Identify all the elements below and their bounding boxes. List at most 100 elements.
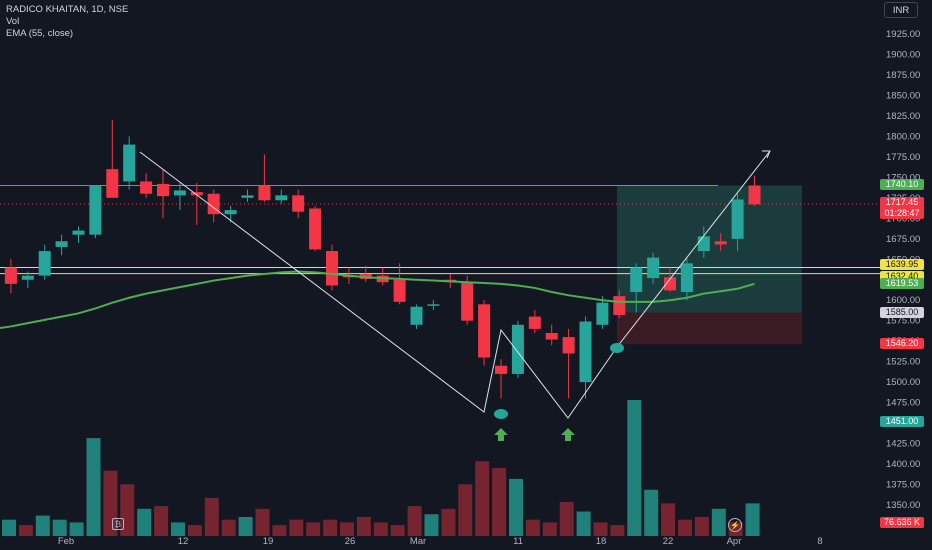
y-tick-label: 1850.00 <box>886 90 920 101</box>
candle-body <box>72 230 85 235</box>
currency-button[interactable]: INR <box>884 2 918 18</box>
y-tick-label: 1375.00 <box>886 480 920 491</box>
volume-bar <box>103 470 118 536</box>
stop-zone <box>617 312 802 345</box>
y-tick-label: 1600.00 <box>886 295 920 306</box>
drawing-lines[interactable] <box>139 150 771 441</box>
candle-body <box>630 267 643 293</box>
x-tick-label: 12 <box>178 536 189 547</box>
volume-bar <box>542 522 557 536</box>
y-tick-label: 1475.00 <box>886 398 920 409</box>
volume-bar <box>340 522 354 536</box>
volume-bar <box>187 525 202 536</box>
volume-bar <box>289 519 304 536</box>
candle-body <box>106 169 119 198</box>
time-axis[interactable]: Feb 12 19 26 Mar 11 18 22 Apr 8 <box>58 536 823 547</box>
horizontal-levels[interactable] <box>0 184 880 275</box>
volume-bar <box>509 478 523 536</box>
volume-bar <box>306 522 321 536</box>
y-tick-label: 1500.00 <box>886 377 920 388</box>
volume-bar <box>576 511 591 536</box>
volume-bar <box>238 516 253 536</box>
tradingview-logo-icon[interactable]: ₿ <box>112 518 124 530</box>
candle-body <box>647 257 660 279</box>
y-tick-label: 1400.00 <box>886 459 920 470</box>
x-tick-label: 19 <box>263 536 274 547</box>
candle-body <box>326 251 338 286</box>
volume-bar <box>711 508 726 536</box>
volume-bar <box>458 484 473 536</box>
y-tick-label: 1350.00 <box>886 500 920 511</box>
x-tick-label: 11 <box>513 536 523 547</box>
volume-bar <box>221 519 236 536</box>
x-tick-label: 22 <box>663 536 674 547</box>
candle-body <box>748 185 761 205</box>
candle-body <box>731 199 744 239</box>
candle-body <box>427 304 440 306</box>
y-tick-label: 1900.00 <box>886 49 920 60</box>
ema-55 <box>0 270 755 330</box>
price-badge: 1546.20 <box>880 338 924 350</box>
volume-bar <box>35 515 50 536</box>
y-tick-label: 1825.00 <box>886 111 920 122</box>
volume-bar <box>323 519 338 536</box>
candle-body <box>55 241 68 247</box>
price-badge: 1639.95 <box>880 259 924 271</box>
volume-bar <box>678 519 692 536</box>
price-badge: 1740.10 <box>880 179 924 191</box>
candle-body <box>4 267 17 284</box>
candlesticks <box>4 120 761 399</box>
volume-bar <box>390 525 405 536</box>
x-tick-label: Mar <box>410 536 426 547</box>
candle-body <box>613 296 626 315</box>
volume-bar <box>627 400 642 536</box>
volume-bar <box>644 489 659 536</box>
x-tick-label: Feb <box>58 536 74 547</box>
y-tick-label: 1775.00 <box>886 152 920 163</box>
volume-bar <box>204 497 219 536</box>
symbol-title[interactable]: RADICO KHAITAN, 1D, NSE <box>6 4 129 15</box>
candle-body <box>38 251 51 276</box>
candle-body <box>275 195 288 201</box>
candle-body <box>714 241 727 245</box>
volume-bar <box>661 503 676 536</box>
volume-bar <box>745 503 760 536</box>
volume-bar <box>610 525 625 536</box>
up-arrow-icon <box>494 428 508 441</box>
candle-body <box>123 144 136 182</box>
y-tick-label: 1525.00 <box>886 357 920 368</box>
candle-body <box>410 306 423 325</box>
candle-body <box>511 324 524 374</box>
volume-bar <box>525 519 540 536</box>
volume-bar <box>272 525 287 536</box>
double-bottom-line <box>139 150 771 419</box>
x-tick-label: 8 <box>817 536 822 547</box>
volume-bar <box>475 461 490 536</box>
candle-body <box>140 181 153 194</box>
candle-body <box>528 316 541 329</box>
ema-line <box>0 270 755 330</box>
volume-bar <box>407 506 422 536</box>
y-tick-label: 1925.00 <box>886 29 920 40</box>
candle-body <box>596 302 609 325</box>
marker-circle-icon <box>494 409 508 419</box>
up-arrow-icon <box>561 428 575 441</box>
price-badge: 76.636 K <box>880 517 924 528</box>
y-tick-label: 1750.00 <box>886 172 920 183</box>
y-tick-label: 1575.00 <box>886 316 920 327</box>
candle-body <box>224 210 237 215</box>
candle-body <box>495 365 507 374</box>
volume-bar <box>69 522 84 536</box>
y-tick-label: 1800.00 <box>886 131 920 142</box>
volume-bar <box>694 516 709 536</box>
clock-icon[interactable]: ⚡ <box>728 518 742 532</box>
volume-bar <box>373 522 388 536</box>
volume-bar <box>593 522 608 536</box>
candle-body <box>258 185 271 201</box>
candle-body <box>309 208 322 250</box>
candle-body <box>157 183 169 197</box>
ema-legend[interactable]: EMA (55, close) <box>6 28 74 39</box>
position-zones <box>617 185 802 345</box>
volume-legend[interactable]: Vol <box>6 16 20 27</box>
